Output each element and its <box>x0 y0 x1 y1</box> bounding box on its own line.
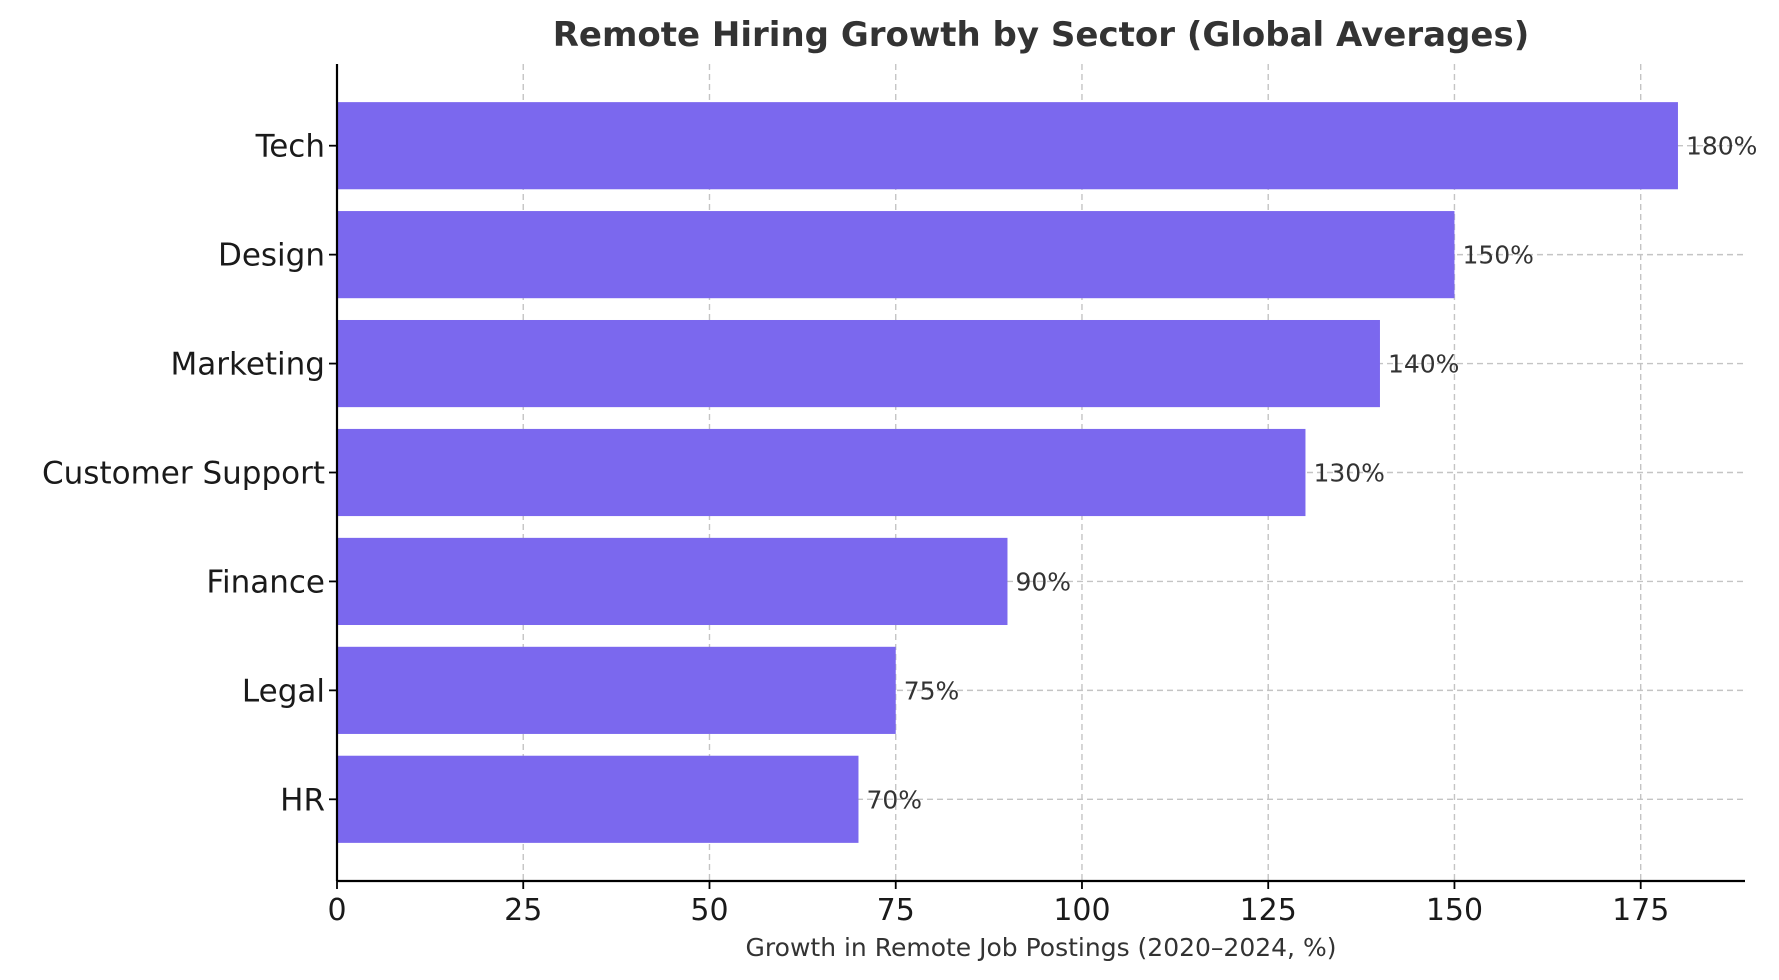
y-tick-label: Customer Support <box>42 456 325 492</box>
bars <box>337 102 1678 843</box>
bar <box>337 211 1455 299</box>
data-label: 140% <box>1388 350 1459 379</box>
y-tick-label: HR <box>280 782 325 818</box>
x-axis-title: Growth in Remote Job Postings (2020–2024… <box>746 933 1337 962</box>
y-tick-label: Legal <box>242 673 325 709</box>
x-tick-label: 150 <box>1426 893 1483 928</box>
x-tick-label: 175 <box>1612 893 1669 928</box>
bar <box>337 102 1678 190</box>
bar <box>337 428 1306 517</box>
x-tick-label: 25 <box>504 893 542 928</box>
bar <box>337 755 859 843</box>
y-tick-label: Finance <box>206 564 325 600</box>
bar <box>337 319 1380 408</box>
y-tick-label: Design <box>218 238 325 274</box>
data-label: 70% <box>866 785 922 814</box>
data-labels: 180% 150% 140% 130% 90% 75% 70% <box>866 132 1757 815</box>
bar <box>337 646 896 734</box>
x-tick-label: 125 <box>1240 893 1297 928</box>
data-label: 90% <box>1015 567 1071 596</box>
data-label: 150% <box>1462 241 1533 270</box>
x-tick-label: 50 <box>690 893 728 928</box>
data-label: 180% <box>1686 132 1757 161</box>
y-ticks: Tech Design Marketing Customer Support Finan… <box>42 129 337 818</box>
bar <box>337 537 1008 626</box>
chart-title: Remote Hiring Growth by Sector (Global A… <box>553 15 1530 55</box>
x-tick-label: 75 <box>877 893 915 928</box>
x-ticks: 0 25 50 75 100 125 150 175 <box>327 881 1669 928</box>
y-tick-label: Tech <box>255 129 325 165</box>
data-label: 130% <box>1313 459 1384 488</box>
y-tick-label: Marketing <box>170 347 325 383</box>
x-tick-label: 100 <box>1053 893 1110 928</box>
data-label: 75% <box>904 676 960 705</box>
x-tick-label: 0 <box>327 893 346 928</box>
